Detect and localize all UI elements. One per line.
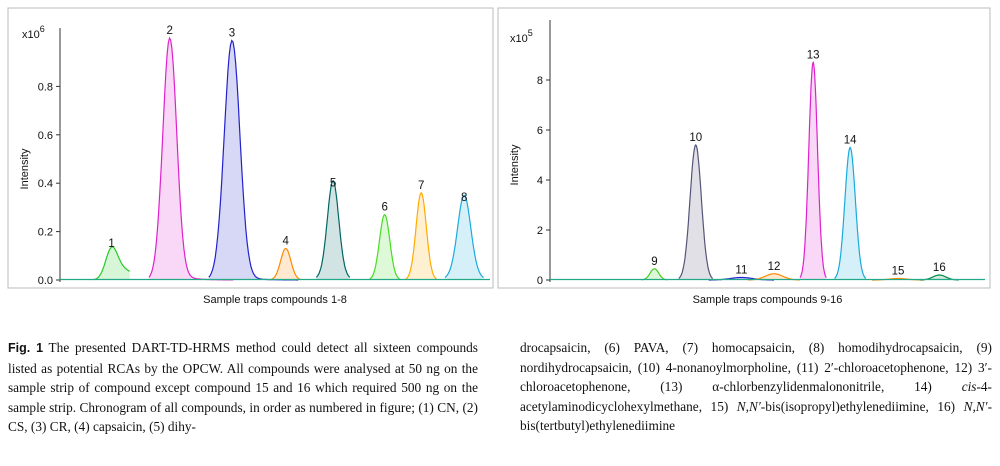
chart-2-y-tick-label: 0 bbox=[537, 275, 543, 287]
chart-1-peak-label-4: 4 bbox=[283, 236, 290, 248]
chart-1-y-tick-label: 0.8 bbox=[38, 81, 53, 93]
chart-1-peak-3-fill bbox=[208, 40, 299, 280]
chart-2-peak-label-16: 16 bbox=[933, 262, 946, 274]
caption-text-right-b: -4-acetylaminodicyclohexylmethane, 15) bbox=[520, 379, 992, 414]
chart-2-frame bbox=[497, 7, 991, 289]
chart-1-peak-5 bbox=[315, 180, 351, 278]
chart-1-peak-4-fill bbox=[270, 248, 302, 280]
chart-2-peak-13 bbox=[799, 61, 827, 278]
chart-2-peak-10-fill bbox=[678, 145, 713, 280]
chart-1-peak-label-2: 2 bbox=[166, 25, 172, 37]
chart-1-peak-6-fill bbox=[369, 214, 401, 280]
chart-1-scale-exponent: 6 bbox=[40, 24, 45, 34]
chart-1-peak-6 bbox=[368, 214, 401, 280]
chart-1-peak-7-fill bbox=[405, 192, 437, 280]
chart-1-y-label: Intensity bbox=[19, 148, 31, 189]
chart-1-y-tick-label: 0.2 bbox=[38, 227, 53, 239]
figure-label: Fig. 1 bbox=[8, 341, 44, 355]
chart-2-peak-14-fill bbox=[834, 147, 866, 280]
chart-2-peak-label-13: 13 bbox=[807, 50, 820, 62]
chart-1-peak-2-fill bbox=[149, 38, 234, 280]
chart-1-scale-label: x106 bbox=[22, 24, 45, 41]
chart-2-y-tick-label: 8 bbox=[537, 75, 543, 87]
chart-1-frame bbox=[7, 7, 494, 289]
chart-1-peak-8-fill bbox=[444, 195, 484, 280]
chromatogram-figure: 0.0 0.2 0.4 0.6 0.8 x106 Intensity Sample traps… bbox=[7, 7, 991, 306]
chart-1-peak-5-fill bbox=[316, 180, 350, 280]
figure-caption-left: Fig. 1 The presented DART-TD-HRMS method… bbox=[8, 338, 478, 437]
chart-1-peak-label-7: 7 bbox=[418, 180, 424, 192]
chart-1-y-tick-label: 0.0 bbox=[38, 275, 53, 287]
chart-2-y-tick-label: 6 bbox=[537, 125, 543, 137]
chart-1-peak-label-6: 6 bbox=[381, 202, 387, 214]
chart-1-y-tick-label: 0.4 bbox=[38, 178, 53, 190]
chart-2-scale-label: x105 bbox=[510, 28, 533, 45]
chart-1-y-tick-label: 0.6 bbox=[38, 130, 53, 142]
caption-italic-nn-2: N,N′ bbox=[963, 398, 988, 414]
chart-2-y-tick-label: 4 bbox=[537, 175, 543, 187]
caption-text-left: The presented DART-TD-HRMS method could … bbox=[8, 340, 478, 435]
caption-text-right-a: drocapsaicin, (6) PAVA, (7) homocapsaici… bbox=[520, 340, 992, 395]
chart-1-peak-label-3: 3 bbox=[229, 27, 235, 39]
chart-2-peak-label-15: 15 bbox=[892, 266, 905, 278]
chart-1-peak-8 bbox=[444, 194, 484, 278]
chart-2-peak-label-14: 14 bbox=[844, 135, 857, 147]
chart-1-peak-7 bbox=[405, 192, 437, 280]
chart-2-y-label: Intensity bbox=[509, 144, 521, 185]
chart-1-peak-label-8: 8 bbox=[461, 192, 467, 204]
chart-1-peak-1-fill bbox=[93, 246, 130, 280]
chart-2-peak-label-12: 12 bbox=[768, 261, 781, 273]
chart-2-y-tick-label: 2 bbox=[537, 225, 543, 237]
caption-text-right-c: -bis(isopropyl)ethylenediimine, 16) bbox=[760, 398, 964, 414]
chart-2-peak-9 bbox=[641, 268, 668, 281]
chart-2-peak-label-10: 10 bbox=[689, 132, 702, 144]
chart-2-x-label: Sample traps compounds 9-16 bbox=[693, 294, 843, 306]
chart-2-peak-label-11: 11 bbox=[735, 265, 747, 277]
chart-2-peak-14 bbox=[834, 146, 867, 279]
chart-2-peak-label-9: 9 bbox=[651, 256, 657, 268]
chart-2-scale-exponent: 5 bbox=[528, 28, 533, 38]
chart-1-peak-1 bbox=[93, 246, 130, 281]
chart-1-peak-label-1: 1 bbox=[108, 238, 114, 250]
caption-text-right-d: -bis(tertbutyl)ethylenediimine bbox=[520, 398, 992, 434]
figure-caption-right: drocapsaicin, (6) PAVA, (7) homocapsaici… bbox=[520, 338, 992, 436]
chart-1-peak-4 bbox=[270, 247, 302, 281]
caption-italic-cis: cis bbox=[961, 379, 977, 395]
chart-1-x-label: Sample traps compounds 1-8 bbox=[203, 294, 347, 306]
chart-1-peak-label-5: 5 bbox=[330, 177, 336, 189]
caption-italic-nn-1: N,N′ bbox=[736, 398, 761, 414]
chart-2-peak-10 bbox=[678, 144, 714, 279]
chart-2-peak-13-fill bbox=[800, 62, 827, 280]
